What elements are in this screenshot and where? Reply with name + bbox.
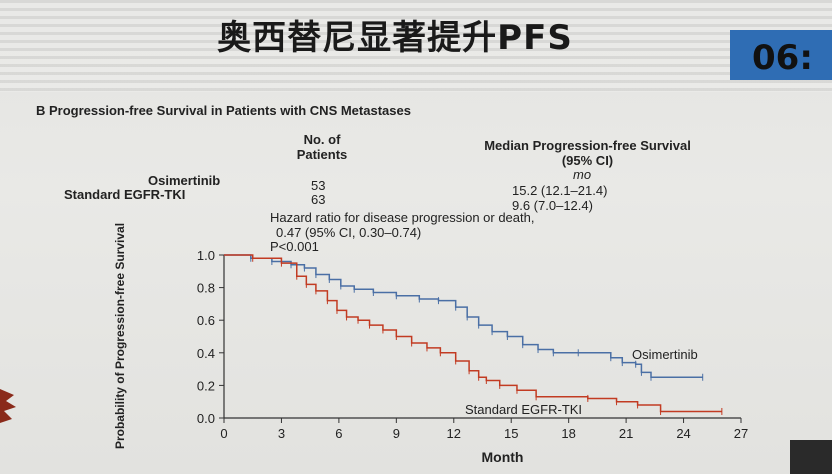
x-tick-label: 0 bbox=[220, 426, 227, 441]
chart-labels: Month Probability of Progression-free Sur… bbox=[113, 223, 698, 465]
col-header-patients-line1: No. of bbox=[303, 132, 341, 147]
col-header-median-line2: (95% CI) bbox=[561, 153, 614, 168]
km-curve-standard bbox=[224, 254, 722, 413]
units-label: mo bbox=[573, 167, 592, 182]
row-label-osimertinib: Osimertinib bbox=[148, 173, 221, 188]
series-label-standard: Standard EGFR-TKI bbox=[465, 402, 582, 417]
title-band bbox=[0, 0, 832, 92]
row-n-osimertinib: 53 bbox=[311, 178, 326, 193]
row-label-standard: Standard EGFR-TKI bbox=[64, 187, 186, 202]
y-tick-label: 0.8 bbox=[197, 281, 215, 296]
col-header-patients: No. of Patients bbox=[272, 132, 372, 162]
x-tick-label: 24 bbox=[676, 426, 690, 441]
y-tick-label: 0.4 bbox=[197, 346, 215, 361]
x-tick-label: 15 bbox=[504, 426, 518, 441]
row-median-osimertinib: 15.2 (12.1–21.4) bbox=[512, 183, 608, 198]
timer-text: 06: bbox=[752, 38, 813, 78]
hazard-line1: Hazard ratio for disease progression or … bbox=[270, 210, 535, 225]
y-tick-label: 1.0 bbox=[197, 248, 215, 263]
hazard-line3: P<0.001 bbox=[270, 239, 319, 254]
y-tick-label: 0.6 bbox=[197, 313, 215, 328]
col-header-patients-line2: Patients bbox=[296, 147, 348, 162]
x-tick-label: 27 bbox=[734, 426, 748, 441]
y-axis-label: Probability of Progression-free Survival bbox=[113, 223, 127, 449]
chart-axes bbox=[223, 255, 741, 419]
decorative-logo bbox=[0, 389, 16, 423]
y-tick-label: 0.2 bbox=[197, 378, 215, 393]
km-curve-osimertinib bbox=[224, 254, 703, 378]
series-label-osimertinib: Osimertinib bbox=[632, 347, 698, 362]
col-header-median-line1: Median Progression-free Survival bbox=[484, 138, 691, 153]
row-median-standard: 9.6 (7.0–12.4) bbox=[512, 198, 593, 213]
panel-title: B Progression-free Survival in Patients … bbox=[36, 103, 411, 118]
row-n-standard: 63 bbox=[311, 192, 326, 207]
slide-title: 奥西替尼显著提升PFS bbox=[217, 18, 573, 58]
x-tick-label: 9 bbox=[393, 426, 400, 441]
timer-box bbox=[730, 30, 832, 80]
x-axis-label: Month bbox=[482, 449, 524, 465]
x-tick-label: 6 bbox=[335, 426, 342, 441]
x-tick-label: 12 bbox=[447, 426, 461, 441]
chart-ticks: 0 3 6 9 12 15 18 21 24 27 0.0 0.2 0.4 0.6 0.8 1.0 bbox=[197, 248, 748, 441]
hazard-line2: 0.47 (95% CI, 0.30–0.74) bbox=[276, 225, 422, 240]
col-header-median: Median Progression-free Survival (95% CI… bbox=[420, 138, 755, 168]
x-tick-label: 21 bbox=[619, 426, 633, 441]
x-tick-label: 18 bbox=[561, 426, 575, 441]
x-tick-label: 3 bbox=[278, 426, 285, 441]
screen-corner bbox=[790, 440, 832, 474]
y-tick-label: 0.0 bbox=[197, 411, 215, 426]
chart-curves bbox=[224, 254, 723, 415]
